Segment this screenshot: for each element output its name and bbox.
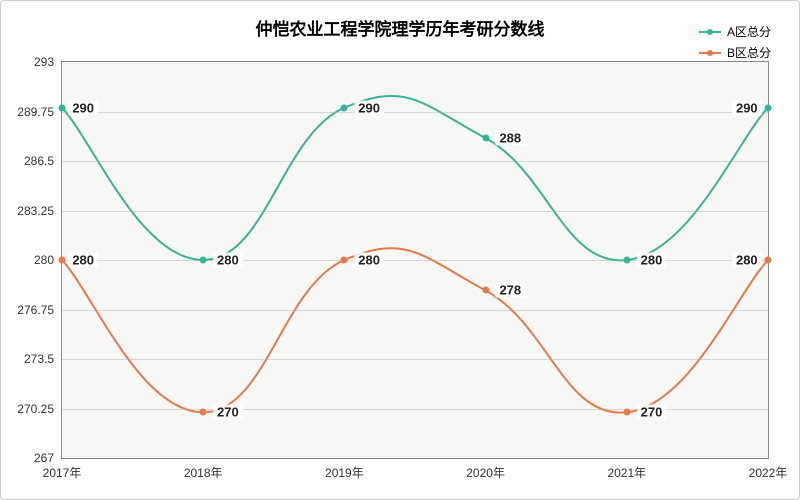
- y-tick-label: 270.25: [17, 402, 62, 416]
- x-tick-label: 2017年: [43, 458, 82, 481]
- y-tick-label: 286.5: [24, 154, 62, 168]
- legend-label-a: A区总分: [727, 23, 771, 40]
- data-marker: [623, 257, 630, 264]
- legend-item-b: B区总分: [699, 44, 771, 61]
- legend-swatch-a: [699, 31, 721, 33]
- data-label: 280: [213, 253, 243, 268]
- data-label: 290: [732, 100, 762, 115]
- data-marker: [59, 257, 66, 264]
- data-marker: [482, 135, 489, 142]
- legend-item-a: A区总分: [699, 23, 771, 40]
- chart-title: 仲恺农业工程学院理学历年考研分数线: [1, 15, 799, 40]
- y-tick-label: 283.25: [17, 204, 62, 218]
- data-label: 288: [495, 131, 525, 146]
- data-label: 280: [68, 253, 98, 268]
- data-marker: [200, 257, 207, 264]
- x-tick-label: 2018年: [184, 458, 223, 481]
- data-label: 280: [637, 253, 667, 268]
- data-label: 290: [68, 100, 98, 115]
- plot-area: 267270.25273.5276.75280283.25286.5289.75…: [61, 61, 769, 459]
- data-label: 290: [354, 100, 384, 115]
- data-marker: [200, 409, 207, 416]
- data-marker: [623, 409, 630, 416]
- y-tick-label: 273.5: [24, 352, 62, 366]
- data-label: 280: [354, 253, 384, 268]
- data-label: 270: [213, 405, 243, 420]
- data-marker: [59, 104, 66, 111]
- data-marker: [765, 257, 772, 264]
- data-label: 278: [495, 283, 525, 298]
- data-marker: [341, 257, 348, 264]
- y-tick-label: 289.75: [17, 105, 62, 119]
- legend-swatch-b: [699, 52, 721, 54]
- x-tick-label: 2020年: [466, 458, 505, 481]
- score-line-chart: 仲恺农业工程学院理学历年考研分数线 A区总分 B区总分 267270.25273…: [0, 0, 800, 500]
- y-tick-label: 293: [34, 55, 62, 69]
- x-tick-label: 2019年: [325, 458, 364, 481]
- legend: A区总分 B区总分: [699, 23, 771, 61]
- y-tick-label: 276.75: [17, 303, 62, 317]
- data-marker: [341, 104, 348, 111]
- x-tick-label: 2022年: [749, 458, 788, 481]
- data-marker: [482, 287, 489, 294]
- data-marker: [765, 104, 772, 111]
- data-label: 270: [637, 405, 667, 420]
- data-label: 280: [732, 253, 762, 268]
- x-tick-label: 2021年: [607, 458, 646, 481]
- legend-label-b: B区总分: [727, 44, 771, 61]
